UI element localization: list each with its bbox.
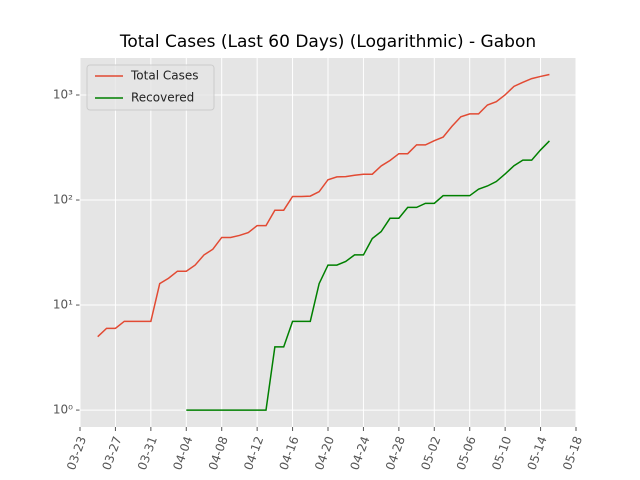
x-tick-label: 04-16 (277, 434, 302, 472)
x-tick-label: 05-14 (525, 434, 550, 472)
x-tick-label: 04-28 (383, 434, 408, 472)
y-tick-label: 10³ (53, 87, 73, 101)
y-tick-label: 10¹ (53, 298, 73, 312)
x-tick-label: 04-12 (241, 434, 266, 472)
x-tick-label: 05-06 (454, 434, 479, 472)
x-tick-label: 04-04 (170, 434, 195, 472)
x-tick-label: 05-02 (418, 434, 443, 472)
series-line (186, 140, 550, 411)
x-tick-label: 03-27 (99, 434, 124, 472)
x-tick-label: 04-24 (347, 434, 372, 472)
x-tick-label: 03-23 (64, 434, 89, 472)
x-tick-label: 05-10 (489, 434, 514, 472)
y-tick-label: 10⁰ (53, 403, 73, 417)
legend-label: Recovered (131, 91, 194, 105)
x-tick-label: 05-18 (560, 434, 585, 472)
legend-label: Total Cases (130, 69, 198, 83)
series-line (97, 73, 550, 338)
chart-title: Total Cases (Last 60 Days) (Logarithmic)… (119, 32, 536, 52)
y-tick-label: 10² (53, 193, 73, 207)
x-tick-label: 03-31 (135, 434, 160, 472)
x-tick-label: 04-20 (312, 434, 337, 472)
x-tick-label: 04-08 (206, 434, 231, 472)
